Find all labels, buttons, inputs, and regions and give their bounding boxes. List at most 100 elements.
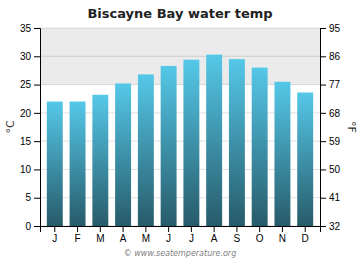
y2-axis-line: [321, 29, 327, 227]
x-tick-label: F: [75, 233, 81, 244]
y-tick-mark: [34, 113, 40, 114]
y2-tick-label: 59: [329, 136, 341, 147]
bar: [252, 68, 268, 226]
x-tick-mark: [54, 226, 55, 232]
x-tick: J: [189, 226, 194, 244]
y2-tick: 77: [320, 79, 341, 90]
x-tick-label: J: [189, 233, 194, 244]
x-tick: D: [302, 226, 309, 244]
y-tick-label: 0: [25, 221, 31, 232]
x-axis: JFMAMJJASOND: [41, 226, 321, 244]
bar: [161, 66, 177, 226]
y2-tick-mark: [320, 226, 326, 227]
y2-tick-label: 68: [329, 108, 341, 119]
y-tick-mark: [34, 198, 40, 199]
bar: [229, 59, 245, 226]
bar: [115, 83, 131, 226]
x-tick: J: [166, 226, 171, 244]
y2-tick-label: 32: [329, 221, 341, 232]
y2-axis-label: °F: [345, 121, 358, 133]
plot-area: J F M A M J J A S O N D 0 5 10 15 20 25 30 35 32 41 50 59 68 77 86…: [20, 23, 341, 244]
y2-tick: 95: [320, 23, 341, 34]
y-tick: 0: [25, 221, 40, 232]
y-tick-label: 5: [25, 192, 31, 203]
x-tick-label: O: [256, 233, 264, 244]
y2-tick: 59: [320, 136, 341, 147]
x-axis-line: [41, 227, 321, 233]
y2-tick-mark: [320, 85, 326, 86]
y2-tick-label: 50: [329, 164, 341, 175]
y-tick-label: 30: [20, 51, 32, 62]
y-tick-mark: [34, 226, 40, 227]
y2-tick: 68: [320, 108, 341, 119]
y2-tick-label: 41: [329, 192, 341, 203]
y2-tick-mark: [320, 56, 326, 57]
y-tick-label: 15: [20, 136, 32, 147]
x-tick-mark: [236, 226, 237, 232]
y-tick-label: 35: [20, 23, 32, 34]
y-tick-mark: [34, 169, 40, 170]
y-tick: 30: [20, 51, 40, 62]
bar: [138, 74, 154, 226]
x-tick-mark: [77, 226, 78, 232]
y2-tick: 41: [320, 192, 341, 203]
y-axis: 0 5 10 15 20 25 30 35: [20, 23, 41, 232]
y-axis-label: °C: [4, 120, 17, 134]
bar: [92, 95, 108, 226]
highlight-band: [40, 28, 320, 85]
y-tick: 10: [20, 164, 40, 175]
y-tick-mark: [34, 56, 40, 57]
y-tick: 25: [20, 79, 40, 90]
x-tick: F: [75, 226, 81, 244]
annotation: © www.seatemperature.org: [124, 249, 236, 258]
x-tick: M: [142, 226, 150, 244]
y2-tick-label: 86: [329, 51, 341, 62]
x-tick-label: D: [302, 233, 309, 244]
bar: [47, 102, 63, 226]
x-tick: O: [256, 226, 264, 244]
x-tick-mark: [282, 226, 283, 232]
marks: [40, 28, 320, 226]
x-tick: A: [211, 226, 218, 244]
y-tick: 15: [20, 136, 40, 147]
x-tick-mark: [145, 226, 146, 232]
y-tick: 35: [20, 23, 40, 34]
x-tick-mark: [100, 226, 101, 232]
x-tick-label: J: [52, 233, 57, 244]
y-tick-mark: [34, 28, 40, 29]
y2-tick: 86: [320, 51, 341, 62]
y-tick: 20: [20, 108, 40, 119]
y2-tick-label: 95: [329, 23, 341, 34]
x-tick-mark: [214, 226, 215, 232]
y-tick-label: 10: [20, 164, 32, 175]
x-tick-label: J: [166, 233, 171, 244]
x-tick-label: A: [211, 233, 218, 244]
x-tick-mark: [305, 226, 306, 232]
x-tick: A: [120, 226, 127, 244]
y2-tick-mark: [320, 28, 326, 29]
y-tick-label: 20: [20, 108, 32, 119]
chart-svg: J F M A M J J A S O N D 0 5 10 15 20 25 30 35 32 41 50 59 68 77 86…: [0, 0, 360, 260]
y2-axis: 32 41 50 59 68 77 86 95: [320, 23, 341, 232]
y-tick: 5: [25, 192, 40, 203]
chart-container: J F M A M J J A S O N D 0 5 10 15 20 25 30 35 32 41 50 59 68 77 86…: [0, 0, 360, 260]
y-tick-label: 25: [20, 79, 32, 90]
y2-tick: 50: [320, 164, 341, 175]
y2-tick-mark: [320, 198, 326, 199]
bar: [297, 92, 313, 226]
x-tick-label: A: [120, 233, 127, 244]
y2-tick-mark: [320, 169, 326, 170]
bar: [274, 82, 290, 226]
bar: [206, 55, 222, 226]
x-tick-mark: [191, 226, 192, 232]
x-tick: S: [234, 226, 241, 244]
x-tick-label: N: [279, 233, 286, 244]
x-tick-label: S: [234, 233, 241, 244]
grid: [40, 28, 320, 226]
x-tick: M: [96, 226, 104, 244]
y-tick-mark: [34, 141, 40, 142]
y2-tick-mark: [320, 141, 326, 142]
bar: [183, 60, 199, 226]
x-tick-mark: [123, 226, 124, 232]
x-tick-label: M: [96, 233, 104, 244]
